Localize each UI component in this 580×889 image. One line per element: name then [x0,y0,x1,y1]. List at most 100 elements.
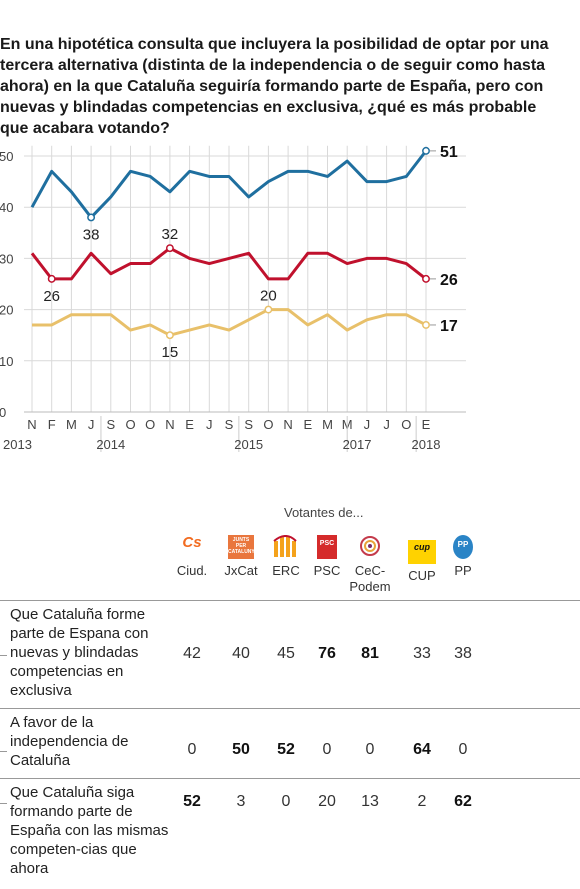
end-point-marker [422,146,430,155]
party-logo: cup [408,540,436,564]
table-cell: 0 [458,741,468,758]
table-cell: 0 [365,741,375,758]
table-cell: 42 [183,645,201,662]
x-tick-label: S [225,417,234,432]
table-row: Que Cataluña forme parte de Espana con n… [0,600,580,709]
table-cell: 50 [232,741,250,758]
table-cell: 52 [183,793,201,810]
table-cell: 20 [318,793,336,810]
data-label: 20 [260,288,277,305]
series-line-1 [30,246,427,281]
party-name: PP [454,563,472,578]
row-tick [0,751,7,752]
x-tick-label: N [283,417,292,432]
x-tick-label: J [364,417,371,432]
party-column-header: Cs Ciud. [167,535,217,579]
y-tick-label: 20 [0,303,13,318]
year-label: 2014 [96,437,125,452]
end-value-label: 17 [440,318,458,335]
party-column-header: PSC PSC [302,535,352,579]
year-label: 2015 [234,437,263,452]
party-logo: PSC [317,535,337,559]
party-column-header: ERC [261,535,311,579]
end-value-label: 26 [440,272,458,289]
chart-title: En una hipotética consulta que incluyera… [0,36,549,137]
series-line-0 [30,149,428,219]
table-cell: 52 [277,741,295,758]
party-column-header: CeC- Podem [345,535,395,595]
row-label: Que Cataluña forme parte de Espana con n… [10,606,149,699]
data-label: 15 [162,344,179,361]
party-logo: JUNTS PER CATALUNYA [228,535,258,559]
party-name: CUP [408,568,436,583]
data-label: 26 [43,288,60,305]
table-cell: 45 [277,645,295,662]
series-line-2 [32,308,427,337]
x-tick-label: F [48,417,56,432]
x-tick-label: E [422,417,431,432]
party-name: Ciud. [176,563,208,578]
x-tick-label: N [27,417,36,432]
y-tick-label: 0 [0,405,6,420]
data-point-marker [47,274,56,283]
x-tick-label: J [206,417,213,432]
table-cell: 3 [236,793,246,810]
y-tick-label: 10 [0,354,13,369]
row-tick [0,655,7,656]
data-point-marker [264,305,273,314]
x-tick-label: S [106,417,115,432]
table-row: Que Cataluña siga formando parte de Espa… [0,778,580,889]
year-label: 2013 [3,437,32,452]
row-label: A favor de la independencia de Cataluña [10,714,129,769]
x-tick-label: N [165,417,174,432]
year-label: 2017 [343,437,372,452]
row-tick [0,803,7,804]
table-header: Votantes de... Cs Ciud. JUNTS PER CATALUNY… [0,505,580,600]
party-logo [273,535,299,559]
party-name: PSC [313,563,341,578]
party-column-header: JUNTS PER CATALUNYA JxCat [216,535,266,579]
data-point-marker [165,331,174,340]
y-tick-label: 40 [0,200,13,215]
party-column-header: PP PP [438,535,488,579]
x-tick-label: O [125,417,135,432]
party-name: CeC- Podem [349,563,391,594]
data-point-marker [87,213,96,222]
y-tick-label: 30 [0,251,13,266]
end-value-label: 51 [440,144,458,161]
table-cell: 76 [318,645,336,662]
table-cell: 62 [454,793,472,810]
data-label: 38 [83,226,100,243]
x-tick-label: J [383,417,390,432]
x-tick-label: M [66,417,77,432]
x-tick-label: O [263,417,273,432]
table-cell: 40 [232,645,250,662]
voters-title: Votantes de... [284,505,364,520]
data-label: 32 [162,226,179,243]
end-point-marker [422,321,430,329]
x-tick-label: E [303,417,312,432]
party-logo [359,535,381,559]
year-label: 2018 [412,437,441,452]
table-cell: 0 [322,741,332,758]
table-cell: 38 [454,645,472,662]
party-name: JxCat [224,563,258,578]
table-cell: 64 [413,741,431,758]
table-cell: 0 [281,793,291,810]
data-point-marker [165,244,174,253]
table-cell: 81 [361,645,379,662]
x-tick-label: O [401,417,411,432]
x-tick-label: M [322,417,333,432]
end-point-marker [422,274,430,283]
table-cell: 0 [187,741,197,758]
y-tick-label: 50 [0,149,13,164]
x-tick-label: O [145,417,155,432]
party-logo: PP [453,535,473,559]
table-cell: 2 [417,793,427,810]
row-label: Que Cataluña siga formando parte de Espa… [10,784,169,877]
party-name: ERC [272,563,300,578]
table-cell: 13 [361,793,379,810]
x-tick-label: S [244,417,253,432]
party-column-header: cup CUP [397,535,447,584]
